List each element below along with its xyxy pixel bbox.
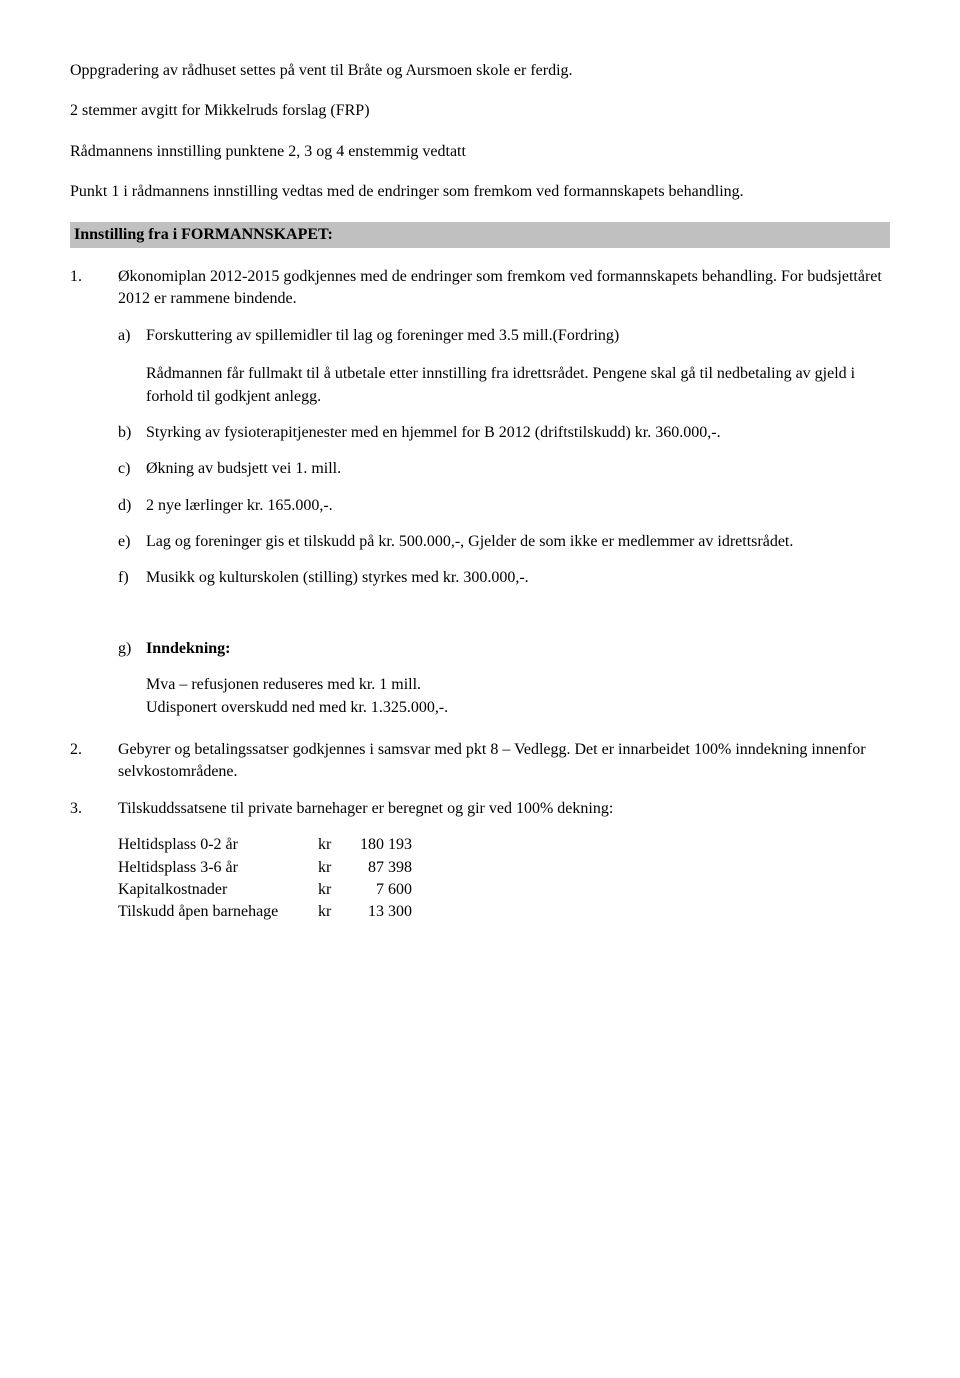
sub-e-text: Lag og foreninger gis et tilskudd på kr.…	[146, 531, 890, 553]
item-1-number: 1.	[70, 266, 118, 311]
sub-a-continuation: Rådmannen får fullmakt til å utbetale et…	[146, 363, 890, 408]
table-row: Tilskudd åpen barnehage kr13 300	[118, 901, 890, 923]
sub-g-line1: Mva – refusjonen reduseres med kr. 1 mil…	[146, 674, 890, 696]
table-row: Heltidsplass 0-2 år kr180 193	[118, 834, 890, 856]
sub-c-label: c)	[118, 458, 146, 480]
item-2-text: Gebyrer og betalingssatser godkjennes i …	[118, 739, 890, 784]
sub-e-label: e)	[118, 531, 146, 553]
row-value: 180 193	[342, 834, 412, 856]
row-value: 7 600	[342, 879, 412, 901]
sub-b-text: Styrking av fysioterapitjenester med en …	[146, 422, 890, 444]
item-3-table: Heltidsplass 0-2 år kr180 193 Heltidspla…	[118, 834, 890, 924]
row-kr: kr	[318, 879, 342, 901]
sub-item-c: c) Økning av budsjett vei 1. mill.	[118, 458, 890, 480]
item-3-text: Tilskuddssatsene til private barnehager …	[118, 798, 890, 820]
item-3-number: 3.	[70, 798, 118, 820]
row-kr: kr	[318, 857, 342, 879]
sub-item-g: g) Inndekning:	[118, 638, 890, 660]
item-2: 2. Gebyrer og betalingssatser godkjennes…	[70, 739, 890, 784]
sub-item-f: f) Musikk og kulturskolen (stilling) sty…	[118, 567, 890, 589]
row-label: Heltidsplass 0-2 år	[118, 834, 318, 856]
item-1-text: Økonomiplan 2012-2015 godkjennes med de …	[118, 266, 890, 311]
sub-item-a: a) Forskuttering av spillemidler til lag…	[118, 325, 890, 347]
sub-f-label: f)	[118, 567, 146, 589]
sub-d-text: 2 nye lærlinger kr. 165.000,-.	[146, 495, 890, 517]
paragraph-1: Oppgradering av rådhuset settes på vent …	[70, 60, 890, 82]
sub-d-label: d)	[118, 495, 146, 517]
sub-item-e: e) Lag og foreninger gis et tilskudd på …	[118, 531, 890, 553]
row-label: Tilskudd åpen barnehage	[118, 901, 318, 923]
table-row: Heltidsplass 3-6 år kr87 398	[118, 857, 890, 879]
sub-a-label: a)	[118, 325, 146, 347]
sub-f-text: Musikk og kulturskolen (stilling) styrke…	[146, 567, 890, 589]
sub-g-title: Inndekning:	[146, 640, 231, 657]
sub-c-text: Økning av budsjett vei 1. mill.	[146, 458, 890, 480]
item-1: 1. Økonomiplan 2012-2015 godkjennes med …	[70, 266, 890, 311]
row-kr: kr	[318, 901, 342, 923]
sub-item-b: b) Styrking av fysioterapitjenester med …	[118, 422, 890, 444]
row-label: Kapitalkostnader	[118, 879, 318, 901]
section-header: Innstilling fra i FORMANNSKAPET:	[70, 222, 890, 248]
paragraph-3: Rådmannens innstilling punktene 2, 3 og …	[70, 141, 890, 163]
sub-g-label: g)	[118, 638, 146, 660]
row-value: 87 398	[342, 857, 412, 879]
paragraph-2: 2 stemmer avgitt for Mikkelruds forslag …	[70, 100, 890, 122]
row-value: 13 300	[342, 901, 412, 923]
row-kr: kr	[318, 834, 342, 856]
item-2-number: 2.	[70, 739, 118, 784]
sub-a-text: Forskuttering av spillemidler til lag og…	[146, 325, 890, 347]
table-row: Kapitalkostnader kr7 600	[118, 879, 890, 901]
sub-g-line2: Udisponert overskudd ned med kr. 1.325.0…	[146, 697, 890, 719]
item-3: 3. Tilskuddssatsene til private barnehag…	[70, 798, 890, 820]
sub-item-d: d) 2 nye lærlinger kr. 165.000,-.	[118, 495, 890, 517]
row-label: Heltidsplass 3-6 år	[118, 857, 318, 879]
paragraph-4: Punkt 1 i rådmannens innstilling vedtas …	[70, 181, 890, 203]
sub-b-label: b)	[118, 422, 146, 444]
